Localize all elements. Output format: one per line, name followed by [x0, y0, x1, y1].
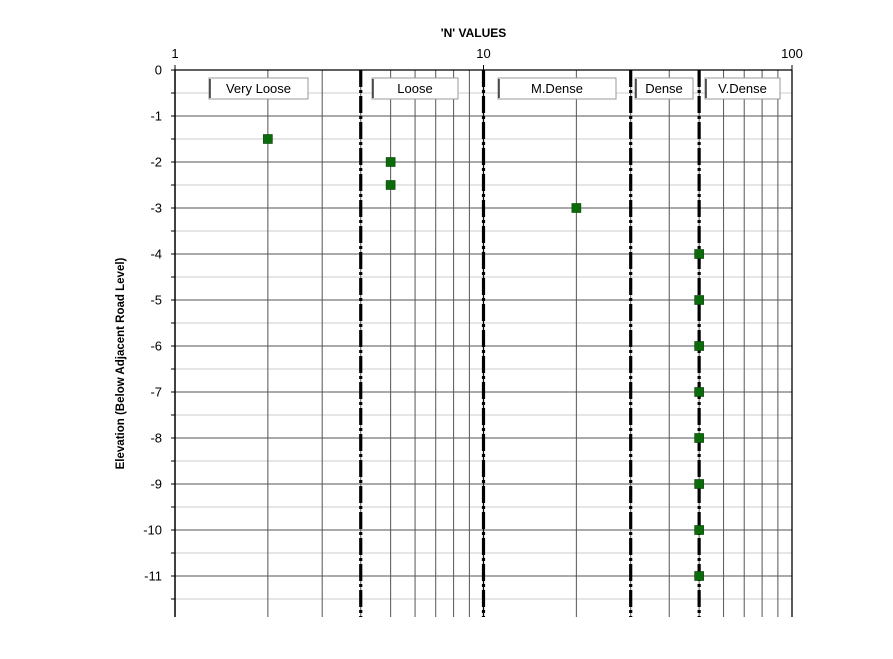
zone-label-box: M.Dense	[497, 77, 617, 100]
zone-label-box: Loose	[371, 77, 459, 100]
y-tick-label: -11	[144, 569, 162, 584]
data-point	[385, 157, 396, 167]
x-tick-label: 10	[476, 46, 490, 61]
x-tick-labels: 1 10 100	[171, 46, 802, 61]
y-tick-labels: 0 -1 -2 -3 -4 -5 -6 -7 -8 -9 -10 -11	[143, 63, 162, 584]
zone-label-text: Very Loose	[226, 81, 291, 96]
data-point	[694, 433, 704, 443]
zone-label-text: Dense	[645, 81, 683, 96]
y-tick-label: -2	[150, 155, 162, 170]
x-tick-label: 100	[781, 46, 803, 61]
data-point	[694, 341, 704, 351]
x-tick-label: 1	[171, 46, 178, 61]
y-axis-label: Elevation (Below Adjacent Road Level)	[115, 257, 127, 469]
y-tick-label: -5	[150, 293, 162, 308]
zone-label-frame	[634, 77, 694, 100]
zone-label-text: M.Dense	[531, 81, 583, 96]
y-tick-label: -6	[150, 339, 162, 354]
y-tick-label: 0	[155, 63, 162, 78]
zone-label-box: V.Dense	[704, 77, 781, 100]
data-point	[694, 479, 704, 489]
density-boundaries	[359, 70, 701, 617]
zone-label-box: Very Loose	[208, 77, 309, 100]
data-point	[385, 180, 396, 190]
y-tick-label: -8	[150, 431, 162, 446]
data-point	[694, 387, 704, 397]
y-tick-label: -9	[150, 477, 162, 492]
data-point	[263, 134, 273, 144]
y-tick-label: -7	[150, 385, 162, 400]
data-point	[571, 203, 582, 213]
y-tick-label: -3	[150, 201, 162, 216]
zone-label-box: Dense	[634, 77, 694, 100]
y-tick-label: -4	[150, 247, 162, 262]
zone-label-text: Loose	[397, 81, 432, 96]
data-point	[694, 525, 704, 535]
data-point	[694, 249, 704, 259]
y-tick-label: -1	[150, 109, 162, 124]
data-points	[263, 134, 704, 581]
zone-label-frame	[371, 77, 459, 100]
zone-label-text: V.Dense	[718, 81, 767, 96]
zone-label-frame	[208, 77, 309, 100]
data-point	[694, 295, 704, 305]
chart-title: 'N' VALUES	[441, 26, 507, 40]
zone-label-frame	[704, 77, 781, 100]
data-point	[694, 571, 704, 581]
y-tick-label: -10	[143, 523, 162, 538]
zone-label-frame	[497, 77, 617, 100]
zone-labels: Very Loose Loose M.Dense Dense V.Dense	[208, 77, 781, 100]
